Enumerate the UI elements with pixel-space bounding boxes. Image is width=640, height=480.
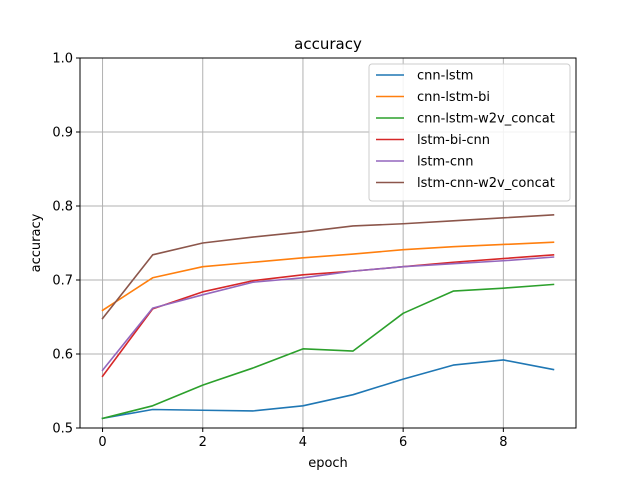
series-lines xyxy=(101,214,555,420)
series-line-lstm-bi-cnn xyxy=(101,253,555,378)
chart-title: accuracy xyxy=(294,35,362,53)
legend-label: lstm-bi-cnn xyxy=(417,133,490,148)
y-tick-label: 0.9 xyxy=(52,126,73,141)
legend-label: lstm-cnn-w2v_concat xyxy=(417,176,555,191)
x-axis-label: epoch xyxy=(308,456,348,471)
x-tick-label: 0 xyxy=(98,435,106,450)
y-tick-label: 0.8 xyxy=(52,200,73,215)
legend-label: cnn-lstm-w2v_concat xyxy=(417,112,555,127)
series-line-lstm-cnn-w2v_concat xyxy=(101,214,555,320)
x-tick-label: 8 xyxy=(499,435,507,450)
x-tick-label: 2 xyxy=(199,435,207,450)
x-tick-label: 6 xyxy=(399,435,407,450)
x-tick-label: 4 xyxy=(299,435,307,450)
plot-frame xyxy=(79,57,577,429)
axis-ticks: 0 2 4 6 8 0.5 0.6 0.7 0.8 0.9 1.0 xyxy=(52,52,507,451)
y-tick-label: 0.7 xyxy=(52,274,73,289)
series-line-lstm-cnn xyxy=(101,256,555,372)
legend-label: cnn-lstm xyxy=(417,69,473,84)
y-tick-label: 0.5 xyxy=(52,422,73,437)
legend-label: lstm-cnn xyxy=(417,155,473,170)
y-axis-label: accuracy xyxy=(29,213,44,272)
y-tick-label: 0.6 xyxy=(52,348,73,363)
series-line-cnn-lstm-bi xyxy=(101,241,555,312)
legend-label: cnn-lstm-bi xyxy=(417,90,490,105)
legend: cnn-lstm cnn-lstm-bi cnn-lstm-w2v_concatls… xyxy=(368,63,571,202)
legend-box xyxy=(368,63,571,202)
y-tick-label: 1.0 xyxy=(52,52,73,67)
series-line-cnn-lstm-w2v_concat xyxy=(101,283,555,420)
series-line-cnn-lstm xyxy=(101,359,555,420)
